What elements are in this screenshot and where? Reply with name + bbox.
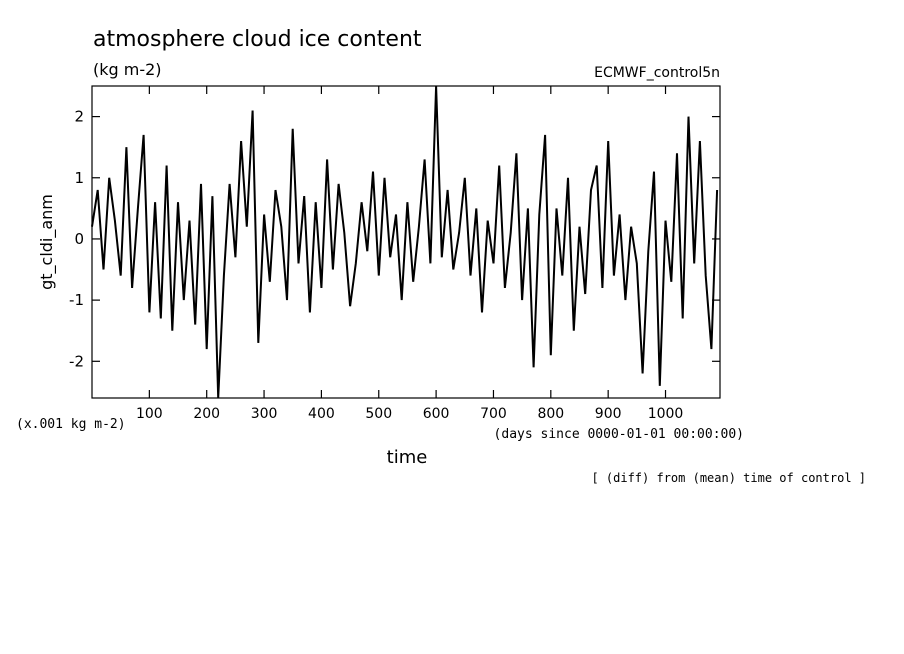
x-tick-label: 900: [595, 406, 622, 422]
chart-subtitle: (kg m-2): [93, 60, 162, 79]
x-tick-label: 500: [365, 406, 392, 422]
y-tick-label: -2: [69, 352, 84, 370]
x-tick-label: 400: [308, 406, 335, 422]
y-tick-label: -1: [69, 291, 84, 309]
y-tick-label: 1: [74, 169, 84, 187]
x-units-label: (days since 0000-01-01 00:00:00): [494, 427, 744, 442]
y-tick-label: 0: [74, 230, 84, 248]
chart-title: atmosphere cloud ice content: [93, 27, 422, 52]
y-axis-label: gt_cldi_anm: [37, 194, 57, 290]
x-axis-label: time: [387, 447, 428, 468]
y-axis: -2 -1 0 1 2: [69, 108, 720, 370]
x-axis: 100 200 300 400 500 600 700 800 900 1000: [136, 86, 683, 422]
series-line: [91, 85, 719, 399]
x-tick-label: 200: [193, 406, 220, 422]
plot-frame: [91, 85, 721, 399]
x-tick-label: 100: [136, 406, 163, 422]
y-tick-label: 2: [74, 108, 84, 126]
y-scale-note: (x.001 kg m-2): [16, 417, 126, 432]
x-tick-label: 600: [423, 406, 450, 422]
x-tick-label: 1000: [648, 406, 684, 422]
x-tick-label: 300: [251, 406, 278, 422]
footnote: [ (diff) from (mean) time of control ]: [591, 471, 866, 485]
x-tick-label: 800: [537, 406, 564, 422]
x-tick-label: 700: [480, 406, 507, 422]
dataset-label: ECMWF_control5n: [594, 65, 720, 81]
